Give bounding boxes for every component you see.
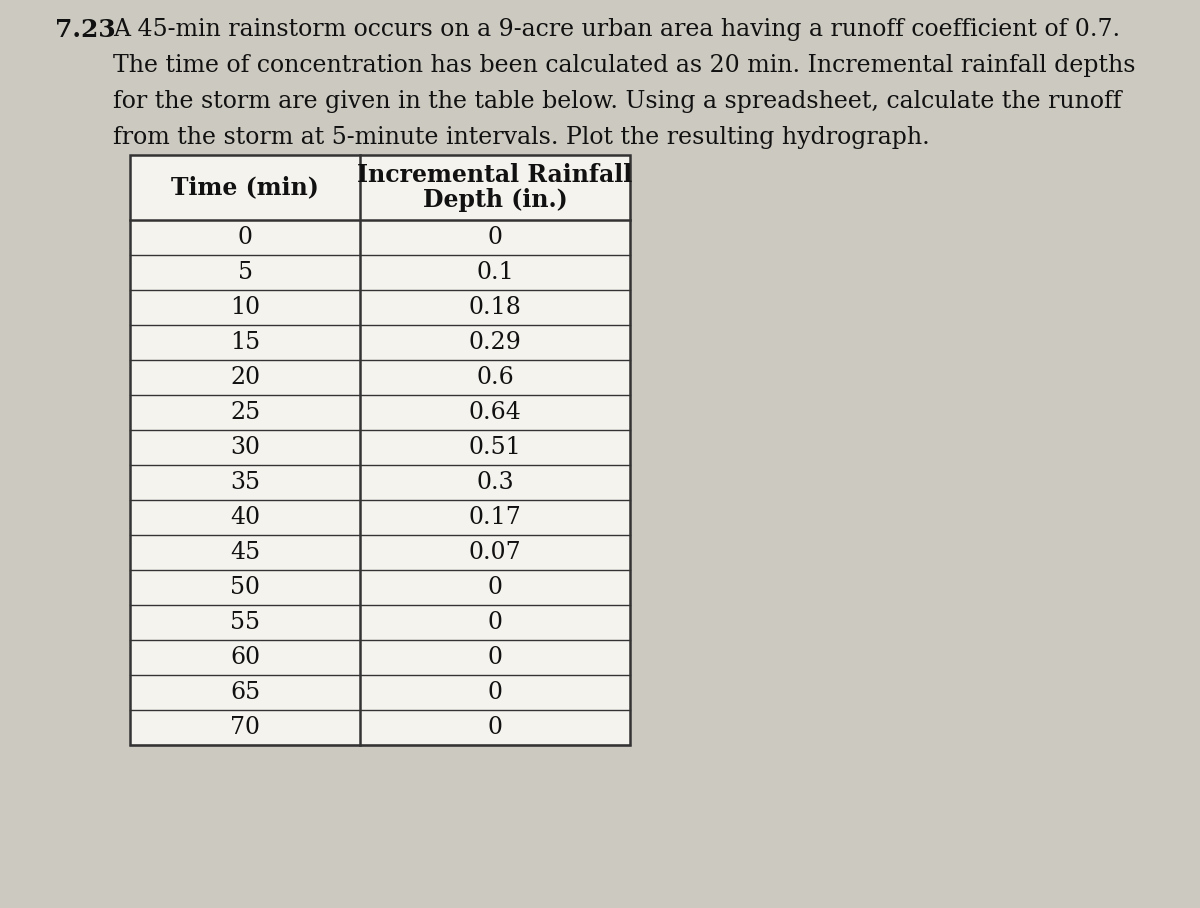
Text: 5: 5 xyxy=(238,261,252,284)
Text: 7.23: 7.23 xyxy=(55,18,115,42)
Text: 65: 65 xyxy=(230,681,260,704)
Text: Time (min): Time (min) xyxy=(172,175,319,200)
Text: 0.17: 0.17 xyxy=(469,506,521,529)
Text: 20: 20 xyxy=(230,366,260,389)
Text: 10: 10 xyxy=(230,296,260,319)
Text: 60: 60 xyxy=(230,646,260,669)
Text: 0.6: 0.6 xyxy=(476,366,514,389)
Text: 0.64: 0.64 xyxy=(468,401,522,424)
Text: for the storm are given in the table below. Using a spreadsheet, calculate the r: for the storm are given in the table bel… xyxy=(113,90,1122,113)
Text: 50: 50 xyxy=(230,576,260,599)
Text: 45: 45 xyxy=(230,541,260,564)
Text: 30: 30 xyxy=(230,436,260,459)
Text: 0: 0 xyxy=(487,226,503,249)
Text: 15: 15 xyxy=(230,331,260,354)
Text: from the storm at 5-minute intervals. Plot the resulting hydrograph.: from the storm at 5-minute intervals. Pl… xyxy=(113,126,930,149)
Text: 70: 70 xyxy=(230,716,260,739)
Text: 0: 0 xyxy=(487,611,503,634)
Text: 25: 25 xyxy=(230,401,260,424)
Text: 55: 55 xyxy=(230,611,260,634)
Text: 0.1: 0.1 xyxy=(476,261,514,284)
Text: 0.51: 0.51 xyxy=(469,436,521,459)
Text: 40: 40 xyxy=(230,506,260,529)
Bar xyxy=(130,155,630,745)
Text: A 45-min rainstorm occurs on a 9-acre urban area having a runoff coefficient of : A 45-min rainstorm occurs on a 9-acre ur… xyxy=(113,18,1120,41)
Text: The time of concentration has been calculated as 20 min. Incremental rainfall de: The time of concentration has been calcu… xyxy=(113,54,1135,77)
Text: 0: 0 xyxy=(487,576,503,599)
Text: 0: 0 xyxy=(487,646,503,669)
Text: 0.18: 0.18 xyxy=(468,296,522,319)
Text: Incremental Rainfall: Incremental Rainfall xyxy=(358,163,632,187)
Text: 0.3: 0.3 xyxy=(476,471,514,494)
Text: 0.29: 0.29 xyxy=(468,331,522,354)
Text: 0.07: 0.07 xyxy=(469,541,521,564)
Text: 0: 0 xyxy=(487,681,503,704)
Text: 0: 0 xyxy=(238,226,252,249)
Text: 35: 35 xyxy=(230,471,260,494)
Text: Depth (in.): Depth (in.) xyxy=(422,189,568,212)
Text: 0: 0 xyxy=(487,716,503,739)
